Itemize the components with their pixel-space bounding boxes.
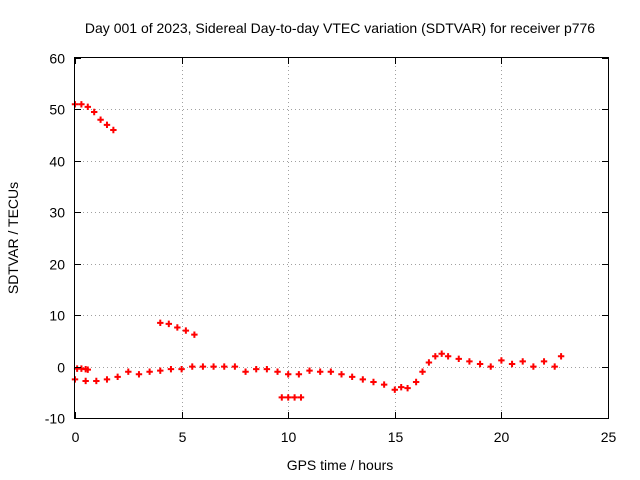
data-point-high-branch bbox=[97, 116, 104, 123]
data-point-baseline bbox=[316, 368, 324, 375]
data-point-baseline bbox=[519, 358, 526, 365]
data-point-high-branch bbox=[103, 121, 111, 129]
y-axis-label: SDTVAR / TECUs bbox=[5, 182, 21, 294]
data-point-baseline bbox=[199, 363, 207, 370]
x-axis-label: GPS time / hours bbox=[287, 457, 394, 473]
data-point-baseline bbox=[327, 368, 335, 375]
data-point-baseline bbox=[263, 365, 271, 373]
data-point-baseline bbox=[295, 371, 303, 378]
data-point-baseline bbox=[455, 355, 462, 363]
data-point-baseline bbox=[425, 359, 433, 366]
data-point-baseline bbox=[380, 381, 388, 388]
data-point-baseline bbox=[135, 371, 143, 378]
data-point-high-branch bbox=[78, 101, 85, 108]
data-point-dip-segment bbox=[285, 394, 292, 401]
data-point-baseline bbox=[370, 378, 377, 386]
data-point-mid-branch bbox=[182, 327, 190, 334]
data-point-baseline bbox=[114, 373, 121, 381]
chart-title: Day 001 of 2023, Sidereal Day-to-day VTE… bbox=[85, 20, 595, 36]
data-point-baseline bbox=[146, 368, 153, 375]
data-point-baseline bbox=[167, 365, 175, 373]
y-tick-label: 20 bbox=[49, 257, 65, 273]
y-tick-label: 0 bbox=[57, 360, 65, 376]
data-point-dip-segment bbox=[291, 394, 298, 401]
data-point-baseline bbox=[359, 376, 367, 383]
data-point-baseline bbox=[210, 363, 217, 370]
data-point-baseline bbox=[540, 358, 548, 365]
data-point-baseline bbox=[498, 357, 505, 364]
x-tick-label: 15 bbox=[388, 429, 404, 445]
axis-ticks bbox=[75, 58, 609, 419]
data-point-baseline bbox=[221, 363, 228, 370]
y-tick-label: 40 bbox=[49, 154, 65, 170]
y-tick-label: 50 bbox=[49, 102, 65, 118]
x-tick-label: 5 bbox=[179, 429, 187, 445]
x-tick-label: 0 bbox=[72, 429, 80, 445]
data-point-baseline bbox=[444, 353, 452, 360]
data-point-dip-segment bbox=[297, 394, 305, 401]
y-tick-label: 30 bbox=[49, 205, 65, 221]
data-point-mid-branch bbox=[157, 319, 164, 327]
data-point-baseline bbox=[508, 360, 516, 368]
data-point-baseline bbox=[487, 363, 494, 370]
data-point-baseline bbox=[274, 368, 281, 375]
data-point-high-branch bbox=[90, 108, 98, 116]
data-points bbox=[71, 101, 565, 401]
data-point-baseline bbox=[432, 353, 439, 360]
data-point-mid-branch bbox=[165, 320, 173, 328]
x-tick-label: 20 bbox=[494, 429, 510, 445]
data-point-baseline bbox=[231, 363, 239, 370]
data-point-baseline bbox=[348, 373, 356, 381]
data-point-high-branch bbox=[110, 126, 117, 134]
data-point-baseline bbox=[242, 368, 249, 375]
data-point-early-offset bbox=[84, 366, 91, 373]
data-point-baseline bbox=[103, 376, 111, 383]
data-point-baseline bbox=[125, 368, 132, 375]
data-point-high-branch bbox=[84, 103, 91, 111]
data-point-baseline bbox=[157, 367, 164, 374]
data-point-baseline bbox=[412, 378, 420, 386]
data-point-baseline bbox=[306, 367, 313, 374]
data-point-baseline bbox=[551, 363, 558, 370]
data-point-baseline bbox=[404, 384, 411, 392]
data-point-baseline bbox=[285, 371, 292, 378]
data-point-baseline bbox=[253, 365, 260, 373]
data-point-baseline bbox=[391, 386, 398, 393]
data-point-baseline bbox=[397, 383, 405, 391]
plot-border bbox=[74, 57, 609, 419]
data-point-baseline bbox=[466, 358, 473, 365]
data-point-baseline bbox=[530, 363, 537, 370]
data-point-mid-branch bbox=[174, 324, 181, 331]
data-point-baseline bbox=[438, 350, 445, 357]
data-point-dip-segment bbox=[278, 394, 286, 401]
y-tick-label: -10 bbox=[45, 411, 65, 427]
data-point-baseline bbox=[189, 363, 196, 370]
x-tick-label: 25 bbox=[601, 429, 617, 445]
data-point-baseline bbox=[557, 353, 565, 360]
data-point-baseline bbox=[338, 371, 345, 378]
grid-lines bbox=[75, 58, 608, 418]
data-point-baseline bbox=[419, 368, 426, 375]
y-tick-label: 60 bbox=[49, 51, 65, 67]
data-point-baseline bbox=[476, 360, 484, 368]
tick-labels: 0 5 10 15 20 25 -10 0 10 20 30 40 50 60 bbox=[45, 51, 617, 446]
y-tick-label: 10 bbox=[49, 308, 65, 324]
x-tick-label: 10 bbox=[281, 429, 297, 445]
data-point-mid-branch bbox=[191, 331, 198, 338]
data-point-baseline bbox=[93, 377, 100, 385]
data-point-baseline bbox=[82, 377, 89, 385]
data-point-baseline bbox=[178, 365, 185, 373]
